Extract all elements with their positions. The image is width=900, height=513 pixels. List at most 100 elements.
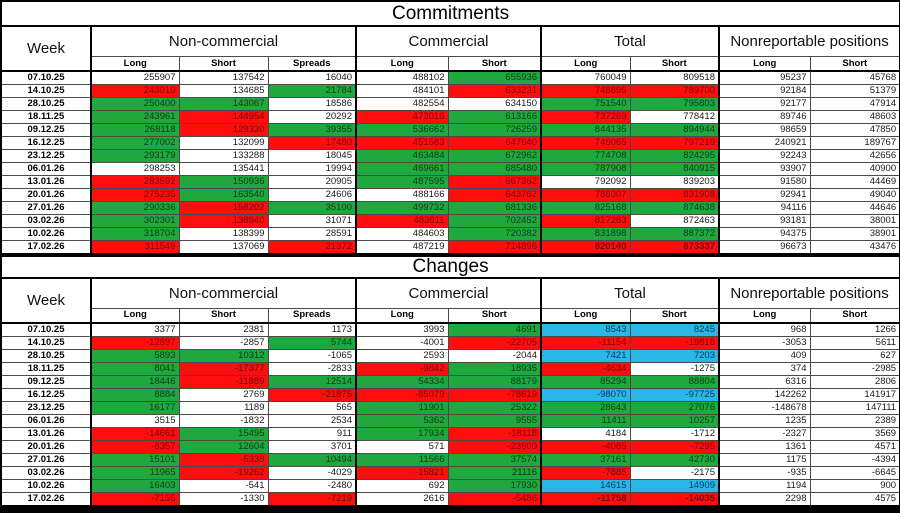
value-cell: 138940 [178,214,269,228]
value-cell: 451583 [355,136,449,150]
table-row: 18.11.25 8041 -17377 -2833 -9842 18935 -4634 -1… [0,361,900,376]
value-cell: 10257 [629,413,720,428]
value-cell: 88804 [629,374,720,389]
value-cell: 787908 [540,162,631,176]
table-row: 10.02.26 16403 -541 -2480 692 17930 14615 14909… [0,478,900,493]
value-cell: 133288 [178,149,269,163]
week-cell: 17.02.26 [0,240,92,255]
value-cell: 484603 [355,227,449,241]
group-header-total: Total [540,277,720,309]
value-cell: -9842 [355,361,449,376]
value-cell: 374 [718,361,811,376]
value-cell: 11566 [355,452,449,467]
value-cell: 565 [267,400,357,415]
value-cell: 7203 [629,348,720,363]
value-cell: 720382 [447,227,542,241]
value-cell: 318704 [90,227,180,241]
value-cell: -5338 [178,452,269,467]
value-cell: 277002 [90,136,180,150]
value-cell: 681336 [447,201,542,215]
value-cell: 17934 [355,426,449,441]
value-cell: 42656 [809,149,900,163]
column-header-long: Long [355,56,449,72]
table-row: 27.01.26 15101 -5338 10494 11566 37574 37161 42… [0,452,900,467]
value-cell: -85079 [355,387,449,402]
value-cell: 98659 [718,123,811,137]
value-cell: 5611 [809,335,900,350]
table-row: 07.10.25 255907 137542 16040 488102 655936 760… [0,70,900,85]
value-cell: 797219 [629,136,720,150]
table-row: 23.12.25 293179 133288 18045 463484 672962 774… [0,149,900,163]
value-cell: 831898 [540,227,631,241]
value-cell: 275235 [90,188,180,202]
value-cell: 92941 [718,188,811,202]
value-cell: 792092 [540,175,631,189]
column-header-long: Long [540,56,631,72]
value-cell: 293179 [90,149,180,163]
value-cell: 49040 [809,188,900,202]
column-header-short: Short [447,307,542,324]
value-cell: 2769 [178,387,269,402]
value-cell: 488166 [355,188,449,202]
value-cell: 43476 [809,240,900,255]
value-cell: 12514 [267,374,357,389]
value-cell: -1330 [178,491,269,507]
value-cell: 2806 [809,374,900,389]
value-cell: 911 [267,426,357,441]
table-row: 09.12.25 268118 129330 39355 536662 726259 844… [0,123,900,137]
table-row: 18.11.25 243961 144954 20292 473016 613166 737… [0,110,900,124]
value-cell: 21784 [267,84,357,98]
value-cell: -148678 [718,400,811,415]
value-cell: 19994 [267,162,357,176]
value-cell: 48603 [809,110,900,124]
value-cell: 900 [809,478,900,493]
value-cell: -4634 [540,361,631,376]
value-cell: -14035 [629,491,720,507]
group-header-non-commercial: Non-commercial [90,277,357,309]
value-cell: 250400 [90,97,180,111]
value-cell: 2389 [809,413,900,428]
value-cell: 817283 [540,214,631,228]
value-cell: 15495 [178,426,269,441]
value-cell: 5744 [267,335,357,350]
column-header-long: Long [540,307,631,324]
value-cell: 613166 [447,110,542,124]
week-cell: 18.11.25 [0,361,92,376]
value-cell: -21875 [267,387,357,402]
week-cell: 16.12.25 [0,136,92,150]
value-cell: 5893 [90,348,180,363]
column-header-long: Long [90,56,180,72]
value-cell: 137542 [178,70,269,85]
week-cell: 28.10.25 [0,97,92,111]
value-cell: 8543 [540,322,631,337]
value-cell: 11901 [355,400,449,415]
value-cell: 7421 [540,348,631,363]
value-cell: 463484 [355,149,449,163]
value-cell: -935 [718,465,811,480]
value-cell: -22705 [447,335,542,350]
value-cell: -7219 [267,491,357,507]
value-cell: 44646 [809,201,900,215]
table-row: 07.10.25 3377 2381 1173 3993 4691 8543 8245 968 1… [0,322,900,337]
value-cell: 243961 [90,110,180,124]
value-cell: 94116 [718,201,811,215]
value-cell: 47850 [809,123,900,137]
value-cell: 627 [809,348,900,363]
value-cell: -541 [178,478,269,493]
column-header-short: Short [178,56,269,72]
value-cell: -19262 [178,465,269,480]
value-cell: 132099 [178,136,269,150]
table-row: 16.12.25 8884 2769 -21875 -85079 -78619 -98070… [0,387,900,402]
value-cell: 18045 [267,149,357,163]
group-header-nonreportable-positions: Nonreportable positions [717,277,900,309]
value-cell: 283592 [90,175,180,189]
value-cell: 298253 [90,162,180,176]
week-cell: 14.10.25 [0,335,92,350]
value-cell: 38901 [809,227,900,241]
value-cell: -5486 [447,491,542,507]
value-cell: 2616 [355,491,449,507]
value-cell: 647640 [447,136,542,150]
value-cell: 820140 [540,240,631,255]
value-cell: 774708 [540,149,631,163]
table-row: 23.12.25 16177 1189 565 11901 25322 28643 27076… [0,400,900,415]
